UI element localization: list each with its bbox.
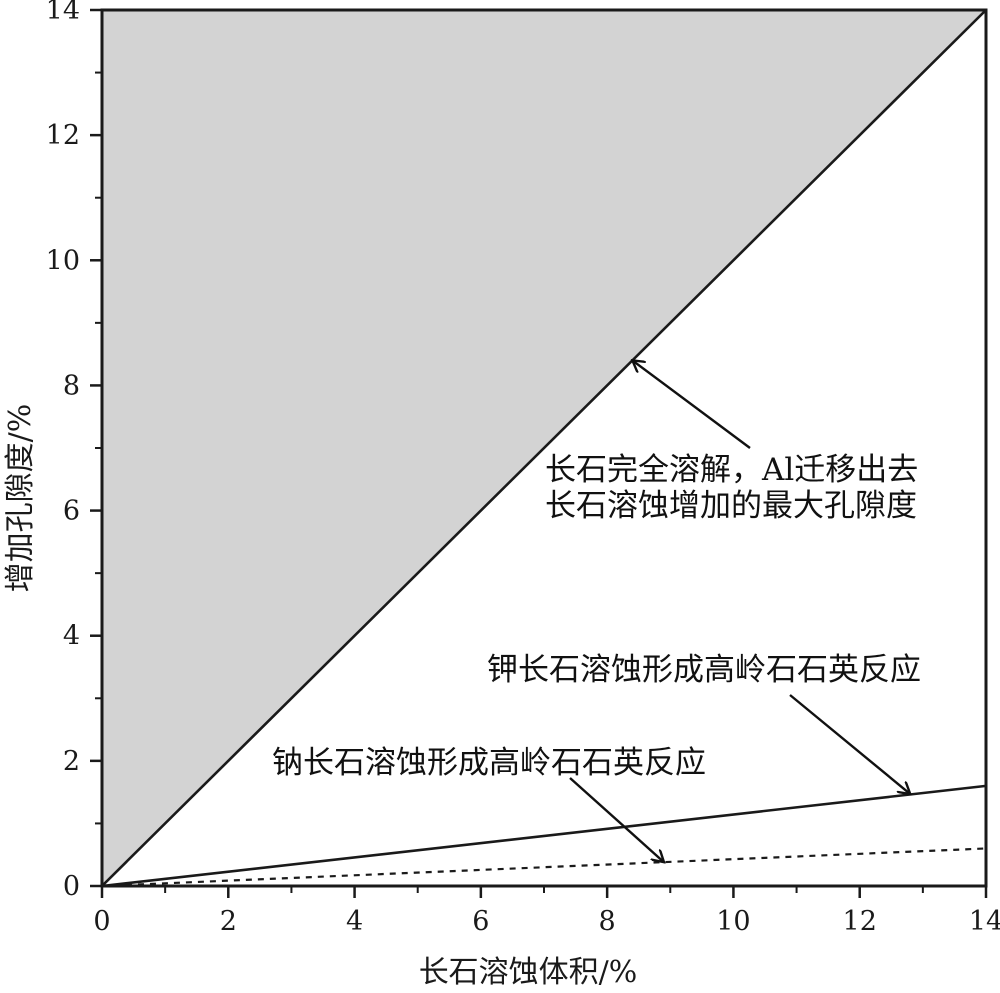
annotation-arrow (632, 360, 751, 449)
x-tick-label: 4 (346, 906, 363, 937)
annotation-text: 长石完全溶解，Al迁移出去 (545, 452, 918, 488)
x-tick-label: 6 (472, 906, 489, 937)
y-tick-label: 10 (46, 245, 80, 276)
x-tick-label: 14 (969, 906, 1000, 937)
x-tick-label: 0 (93, 906, 110, 937)
y-tick-label: 0 (63, 871, 80, 902)
x-axis-title: 长石溶蚀体积/% (419, 955, 638, 990)
y-axis-title: 增加孔隙度/% (3, 404, 38, 593)
series-line-1 (101, 784, 987, 888)
annotation-arrow (569, 777, 664, 862)
y-tick-label: 6 (63, 496, 80, 527)
annotation-arrow (789, 694, 910, 794)
y-tick-label: 2 (63, 746, 80, 777)
y-tick-label: 4 (63, 621, 80, 652)
series-line-0 (101, 9, 987, 887)
annotation-text: 钾长石溶蚀形成高岭石石英反应 (487, 652, 921, 688)
x-tick-label: 12 (843, 906, 877, 937)
y-tick-label: 14 (46, 0, 80, 26)
annotation-text: 钠长石溶蚀形成高岭石石英反应 (272, 745, 706, 781)
x-tick-label: 8 (599, 906, 616, 937)
y-tick-label: 8 (63, 370, 80, 401)
y-tick-label: 12 (46, 120, 80, 151)
annotation-text: 长石溶蚀增加的最大孔隙度 (545, 488, 917, 524)
x-tick-label: 10 (716, 906, 750, 937)
series-line-2 (101, 847, 987, 888)
x-tick-label: 2 (220, 906, 237, 937)
